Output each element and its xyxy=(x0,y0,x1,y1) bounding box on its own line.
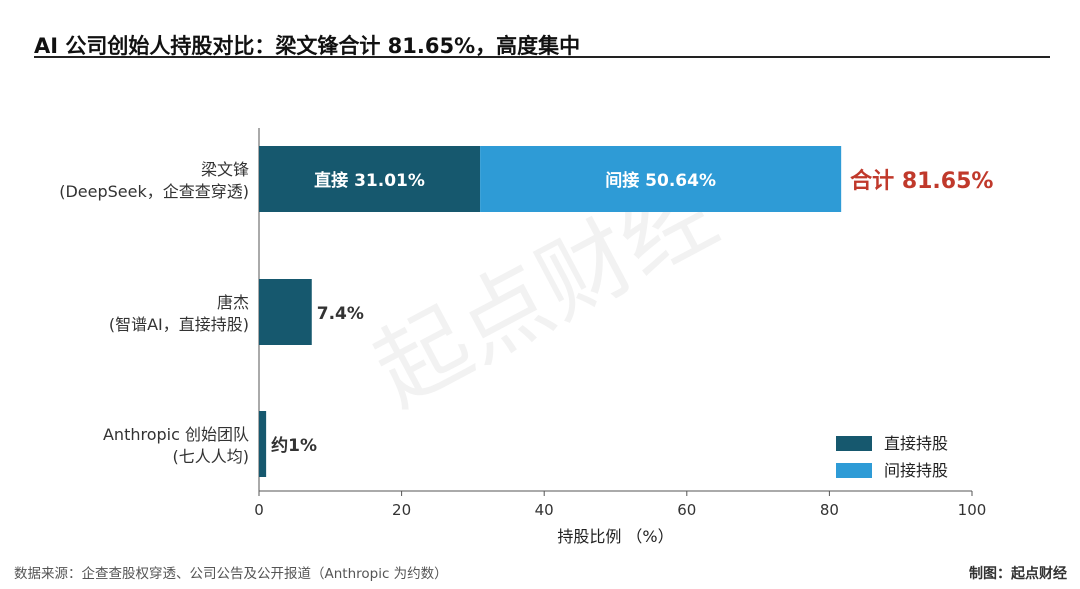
bar-direct xyxy=(259,411,267,477)
bar-indirect xyxy=(480,146,842,212)
bar-inside-label: 直接 31.01% xyxy=(314,170,425,191)
bar-direct xyxy=(259,279,312,345)
data-source-note: 数据来源：企查查股权穿透、公司公告及公开报道（Anthropic 为约数） xyxy=(14,566,448,582)
legend-label: 直接持股 xyxy=(884,434,948,453)
bar-inside-label: 间接 50.64% xyxy=(605,170,716,191)
x-tick-label: 80 xyxy=(820,501,839,519)
x-tick-label: 0 xyxy=(254,501,264,519)
category-label: 唐杰 xyxy=(217,293,249,312)
legend-swatch-direct xyxy=(836,436,872,451)
bar-value-label: 约1% xyxy=(271,435,317,456)
title-underline xyxy=(34,56,1050,58)
category-label: Anthropic 创始团队 xyxy=(103,425,249,444)
x-axis-label: 持股比例 （%） xyxy=(557,527,673,546)
x-tick-label: 60 xyxy=(677,501,696,519)
x-tick-label: 100 xyxy=(958,501,987,519)
category-label: 梁文锋 xyxy=(201,160,249,179)
category-sublabel: (智谱AI，直接持股) xyxy=(109,315,249,334)
legend-label: 间接持股 xyxy=(884,461,948,480)
bar-direct xyxy=(259,146,481,212)
chart-credit: 制图：起点财经 xyxy=(969,566,1067,582)
category-sublabel: (DeepSeek，企查查穿透) xyxy=(59,182,249,201)
chart-title: AI 公司创始人持股对比：梁文锋合计 81.65%，高度集中 xyxy=(34,34,581,58)
x-tick-label: 20 xyxy=(392,501,411,519)
bar-total-label: 合计 81.65% xyxy=(850,168,993,194)
bar-value-label: 7.4% xyxy=(317,304,364,324)
category-sublabel: (七人人均) xyxy=(173,447,250,466)
x-tick-label: 40 xyxy=(535,501,554,519)
legend-swatch-indirect xyxy=(836,463,872,478)
